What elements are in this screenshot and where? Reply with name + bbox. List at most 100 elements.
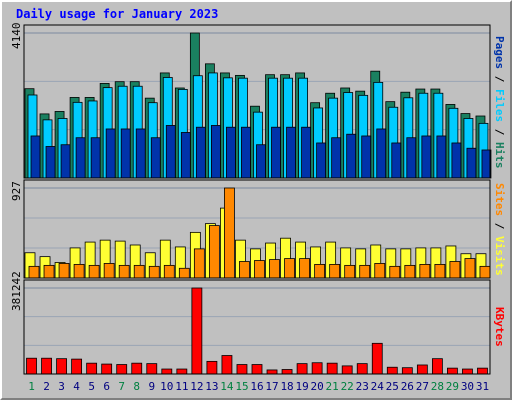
bar-sites-day-29 bbox=[449, 261, 461, 279]
bar-sites-day-28 bbox=[434, 264, 446, 279]
bar-pages-day-1 bbox=[30, 135, 41, 179]
panel-border-hits-files-pages bbox=[23, 24, 491, 179]
x-tick-label-day-18: 18 bbox=[280, 380, 293, 393]
bar-sites-day-26 bbox=[404, 264, 416, 279]
bar-kbytes-day-17 bbox=[266, 369, 278, 375]
bar-sites-day-10 bbox=[163, 264, 175, 279]
max-label-visits-sites: 927 bbox=[10, 180, 23, 201]
bar-sites-day-13 bbox=[208, 225, 220, 279]
x-tick-label-day-13: 13 bbox=[205, 380, 218, 393]
bar-kbytes-day-10 bbox=[161, 368, 173, 375]
legend-files: Files bbox=[493, 88, 506, 122]
x-tick-label-day-19: 19 bbox=[295, 380, 308, 393]
bar-pages-day-17 bbox=[271, 126, 281, 179]
x-tick-label-day-9: 9 bbox=[148, 380, 155, 393]
bar-kbytes-day-27 bbox=[416, 364, 428, 375]
x-tick-label-day-22: 22 bbox=[341, 380, 354, 393]
bar-kbytes-day-20 bbox=[311, 362, 323, 375]
bar-sites-day-21 bbox=[329, 264, 341, 279]
legend-kbytes: KBytes bbox=[493, 307, 506, 347]
bar-sites-day-6 bbox=[103, 263, 115, 279]
x-tick-label-day-16: 16 bbox=[250, 380, 263, 393]
x-tick-label-day-25: 25 bbox=[386, 380, 399, 393]
x-tick-label-day-28: 28 bbox=[431, 380, 444, 393]
bar-pages-day-6 bbox=[105, 128, 116, 179]
x-tick-label-day-29: 29 bbox=[446, 380, 459, 393]
bar-kbytes-day-21 bbox=[326, 362, 338, 375]
panel-border-visits-sites bbox=[23, 179, 491, 279]
bar-kbytes-day-3 bbox=[56, 358, 67, 375]
bar-kbytes-day-18 bbox=[281, 369, 293, 375]
max-label-hits-files-pages: 4140 bbox=[10, 22, 23, 50]
bar-sites-day-14 bbox=[224, 187, 235, 279]
bar-kbytes-day-25 bbox=[386, 366, 398, 375]
bar-pages-day-20 bbox=[316, 142, 327, 179]
bar-pages-day-24 bbox=[376, 128, 387, 179]
legend-separator: / bbox=[493, 121, 506, 142]
bar-pages-day-5 bbox=[90, 137, 101, 179]
bar-kbytes-day-2 bbox=[41, 357, 52, 375]
x-tick-label-day-24: 24 bbox=[371, 380, 385, 393]
bar-kbytes-day-16 bbox=[251, 364, 263, 375]
bar-kbytes-day-14 bbox=[221, 355, 233, 375]
legend-pages: Pages bbox=[493, 35, 506, 69]
bar-pages-day-10 bbox=[165, 125, 176, 179]
bar-pages-day-13 bbox=[210, 125, 221, 179]
bar-pages-day-2 bbox=[45, 146, 56, 179]
bar-kbytes-day-26 bbox=[401, 367, 413, 375]
bar-sites-day-4 bbox=[73, 264, 85, 279]
x-tick-label-day-30: 30 bbox=[461, 380, 474, 393]
bar-kbytes-day-23 bbox=[356, 363, 368, 375]
max-label-kbytes: 381242 bbox=[10, 271, 23, 311]
bar-sites-day-20 bbox=[314, 264, 326, 279]
x-tick-label-day-2: 2 bbox=[43, 380, 50, 393]
bar-kbytes-day-8 bbox=[131, 362, 143, 375]
bar-kbytes-day-29 bbox=[447, 367, 458, 375]
bar-sites-day-11 bbox=[178, 267, 190, 279]
bar-kbytes-day-22 bbox=[341, 365, 353, 375]
bar-sites-day-19 bbox=[299, 258, 310, 279]
bar-sites-day-8 bbox=[133, 264, 145, 279]
x-tick-label-day-14: 14 bbox=[220, 380, 234, 393]
bar-pages-day-23 bbox=[361, 135, 372, 179]
bar-kbytes-day-15 bbox=[236, 364, 248, 375]
bar-kbytes-day-5 bbox=[86, 362, 98, 375]
legend-hits: Hits bbox=[493, 141, 506, 169]
bar-sites-day-16 bbox=[254, 260, 265, 279]
legend-separator: / bbox=[493, 215, 506, 236]
bar-kbytes-day-13 bbox=[206, 360, 218, 375]
bar-sites-day-12 bbox=[193, 248, 205, 279]
bar-pages-day-3 bbox=[60, 144, 71, 179]
bar-pages-day-14 bbox=[226, 126, 236, 179]
x-tick-label-day-4: 4 bbox=[73, 380, 80, 393]
x-tick-label-day-23: 23 bbox=[356, 380, 369, 393]
legend-visits-sites: Sites / Visits bbox=[493, 183, 506, 276]
bar-pages-day-27 bbox=[421, 135, 432, 179]
bar-pages-day-8 bbox=[135, 128, 146, 179]
x-tick-label-day-21: 21 bbox=[326, 380, 339, 393]
bar-kbytes-day-24 bbox=[371, 342, 383, 375]
bar-pages-day-19 bbox=[301, 126, 311, 179]
bar-pages-day-11 bbox=[180, 132, 191, 179]
x-tick-label-day-26: 26 bbox=[401, 380, 414, 393]
bar-sites-day-25 bbox=[389, 265, 401, 279]
bar-sites-day-5 bbox=[88, 264, 100, 279]
bar-sites-day-30 bbox=[464, 258, 476, 279]
bar-sites-day-18 bbox=[284, 258, 295, 279]
bar-kbytes-day-4 bbox=[71, 358, 83, 375]
x-tick-label-day-1: 1 bbox=[28, 380, 35, 393]
panel-border-kbytes bbox=[23, 279, 491, 375]
x-tick-label-day-27: 27 bbox=[416, 380, 429, 393]
bar-pages-day-22 bbox=[346, 133, 357, 179]
x-tick-label-day-15: 15 bbox=[235, 380, 248, 393]
x-tick-label-day-7: 7 bbox=[118, 380, 125, 393]
bar-kbytes-day-9 bbox=[146, 363, 158, 375]
bar-kbytes-day-30 bbox=[462, 368, 473, 375]
bar-kbytes-day-12 bbox=[191, 287, 203, 375]
bar-pages-day-12 bbox=[195, 126, 206, 179]
bar-pages-day-25 bbox=[391, 142, 402, 179]
bar-sites-day-22 bbox=[344, 264, 356, 279]
bar-sites-day-24 bbox=[374, 263, 386, 279]
